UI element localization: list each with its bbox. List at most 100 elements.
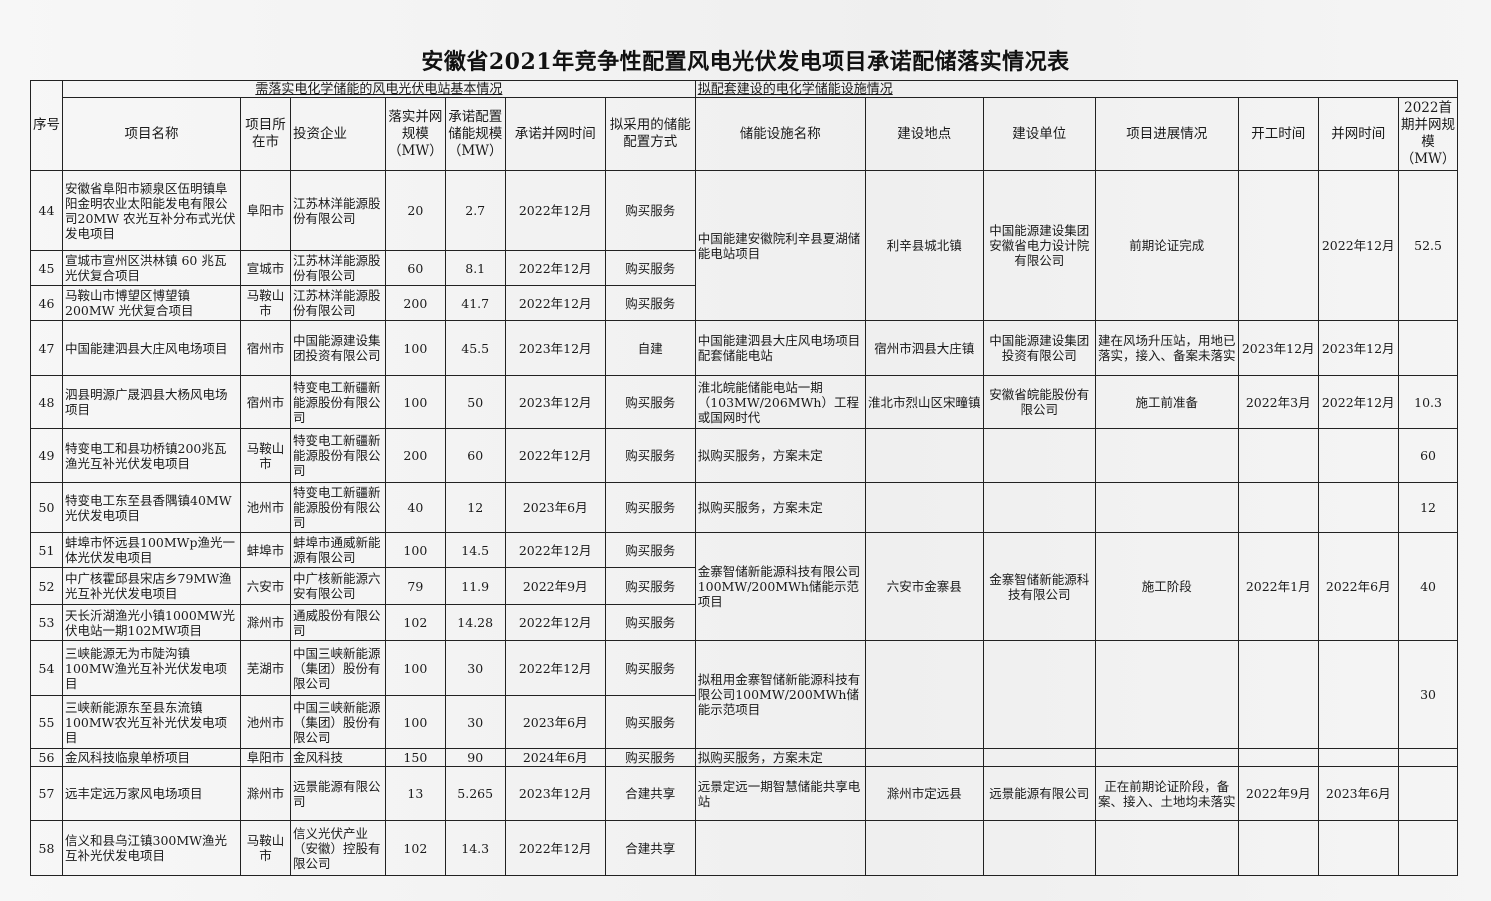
facility-progress: 正在前期论证阶段，备案、接入、土地均未落实 [1094, 766, 1239, 821]
storage-method: 购买服务 [604, 532, 696, 568]
facility-progress: 建在风场升压站，用地已落实，接入、备案未落实 [1094, 320, 1239, 376]
facility-scale: 12 [1397, 482, 1459, 533]
investor: 远景能源有限公司 [290, 766, 386, 821]
header-location: 建设地点 [864, 97, 984, 171]
promised-grid-time: 2022年12月 [504, 285, 606, 321]
storage-capacity: 14.3 [444, 820, 506, 876]
facility-grid-time: 2022年6月 [1317, 532, 1399, 641]
storage-capacity: 14.28 [444, 604, 506, 641]
row-number: 50 [30, 482, 63, 533]
investor: 特变电工新疆新能源股份有限公司 [290, 428, 386, 483]
facility-progress [1094, 748, 1239, 767]
project-name: 金风科技临泉单桥项目 [62, 748, 241, 767]
facility-name: 中国能建泗县大庄风电场项目配套储能电站 [694, 320, 866, 376]
investor: 金风科技 [290, 748, 386, 767]
investor: 蚌埠市通威新能源有限公司 [290, 532, 386, 568]
facility-name: 中国能建安徽院利辛县夏湖储能电站项目 [694, 170, 866, 321]
facility-scale: 10.3 [1397, 375, 1459, 429]
promised-grid-time: 2023年12月 [504, 320, 606, 376]
storage-method: 自建 [604, 320, 696, 376]
table-row: 47 中国能建泗县大庄风电场项目 宿州市 中国能源建设集团投资有限公司 100 45.5 2… [30, 320, 1459, 376]
storage-capacity: 12 [444, 482, 506, 533]
investor: 中国三峡新能源（集团）股份有限公司 [290, 695, 386, 749]
facility-grid-time: 2023年12月 [1317, 320, 1399, 376]
grid-capacity: 100 [385, 640, 446, 696]
header-investor: 投资企业 [290, 97, 386, 171]
facility-scale [1397, 320, 1459, 376]
project-city: 宿州市 [240, 375, 291, 429]
facility-progress: 前期论证完成 [1094, 170, 1239, 321]
project-city: 马鞍山市 [240, 285, 291, 321]
row-number: 48 [30, 375, 63, 429]
table-row: 50 特变电工东至县香隅镇40MW光伏发电项目 池州市 特变电工新疆新能源股份有限公司… [30, 482, 1459, 533]
facility-grid-time: 2022年12月 [1317, 375, 1399, 429]
facility-start [1237, 640, 1319, 749]
table-row: 48 泗县明源广晟泗县大杨风电场项目 宿州市 特变电工新疆新能源股份有限公司 100 50… [30, 375, 1459, 429]
table-row: 52 中广核霍邱县宋店乡79MW渔光互补光伏发电项目 六安市 中广核新能源六安有限公司… [30, 567, 1458, 605]
project-name: 泗县明源广晟泗县大杨风电场项目 [62, 375, 241, 429]
promised-grid-time: 2022年12月 [504, 250, 606, 286]
facility-start [1237, 482, 1319, 533]
facility-name: 金寨智储新能源科技有限公司100MW/200MWh储能示范项目 [694, 532, 866, 641]
storage-method: 购买服务 [604, 567, 696, 605]
grid-capacity: 20 [385, 170, 446, 251]
row-number: 46 [30, 285, 63, 321]
storage-capacity: 11.9 [444, 567, 506, 605]
project-city: 芜湖市 [240, 640, 291, 696]
row-number: 45 [30, 250, 63, 286]
table-row: 55 三峡新能源东至县东流镇100MW农光互补光伏发电项目 池州市 中国三峡新能源（集… [30, 695, 1458, 749]
grid-capacity: 102 [385, 820, 446, 876]
project-city: 马鞍山市 [240, 820, 291, 876]
facility-builder [982, 748, 1096, 767]
promised-grid-time: 2023年6月 [504, 482, 606, 533]
project-name: 宣城市宣州区洪林镇 60 兆瓦光伏复合项目 [62, 250, 241, 286]
table-row: 51 蚌埠市怀远县100MWp渔光一体光伏发电项目 蚌埠市 蚌埠市通威新能源有限公司 1… [30, 532, 1459, 641]
project-city: 宣城市 [240, 250, 291, 286]
grid-capacity: 150 [385, 748, 446, 767]
facility-scale: 30 [1397, 640, 1459, 749]
project-name: 特变电工东至县香隅镇40MW光伏发电项目 [62, 482, 241, 533]
grid-capacity: 13 [385, 766, 446, 821]
project-city: 六安市 [240, 567, 291, 605]
facility-location: 宿州市泗县大庄镇 [864, 320, 984, 376]
header-no: 序号 [30, 80, 63, 171]
promised-grid-time: 2022年12月 [504, 532, 606, 568]
promised-grid-time: 2023年12月 [504, 766, 606, 821]
investor: 信义光伏产业（安徽）控股有限公司 [290, 820, 386, 876]
table-row: 46 马鞍山市博望区博望镇200MW 光伏复合项目 马鞍山市 江苏林洋能源股份有限公司… [30, 285, 1458, 321]
facility-scale [1397, 748, 1459, 767]
row-number: 49 [30, 428, 63, 483]
investor: 江苏林洋能源股份有限公司 [290, 285, 386, 321]
promised-grid-time: 2022年12月 [504, 640, 606, 696]
facility-name: 淮北皖能储能电站一期（103MW/206MWh）工程或国网时代 [694, 375, 866, 429]
facility-scale: 60 [1397, 428, 1459, 483]
group-header-facilities: 拟配套建设的电化学储能设施情况 [694, 80, 1459, 98]
storage-method: 购买服务 [604, 748, 696, 767]
facility-progress [1094, 820, 1239, 876]
facility-start: 2023年12月 [1237, 320, 1319, 376]
header-grid-time: 承诺并网时间 [504, 97, 606, 171]
facility-builder: 金寨智储新能源科技有限公司 [982, 532, 1096, 641]
document-title: 安徽省2021年竞争性配置风电光伏发电项目承诺配储落实情况表 [421, 49, 1070, 75]
storage-capacity: 90 [444, 748, 506, 767]
header-capacity: 落实并网规模（MW） [385, 97, 446, 171]
investor: 通威股份有限公司 [290, 604, 386, 641]
header-scale: 2022首期并网规模（MW） [1397, 97, 1459, 171]
promised-grid-time: 2024年6月 [504, 748, 606, 767]
facility-start: 2022年3月 [1237, 375, 1319, 429]
row-number: 47 [30, 320, 63, 376]
row-number: 55 [30, 695, 63, 749]
facility-location [864, 482, 984, 533]
project-city: 阜阳市 [240, 748, 291, 767]
table-row: 54 三峡能源无为市陡沟镇100MW渔光互补光伏发电项目 芜湖市 中国三峡新能源（集团… [30, 640, 1459, 749]
facility-start [1237, 428, 1319, 483]
facility-builder [982, 640, 1096, 749]
facility-builder [982, 820, 1096, 876]
grid-capacity: 102 [385, 604, 446, 641]
storage-method: 购买服务 [604, 170, 696, 251]
project-city: 阜阳市 [240, 170, 291, 251]
storage-method: 购买服务 [604, 482, 696, 533]
table-row: 49 特变电工和县功桥镇200兆瓦渔光互补光伏发电项目 马鞍山市 特变电工新疆新能源股… [30, 428, 1459, 483]
facility-progress: 施工前准备 [1094, 375, 1239, 429]
investor: 特变电工新疆新能源股份有限公司 [290, 482, 386, 533]
